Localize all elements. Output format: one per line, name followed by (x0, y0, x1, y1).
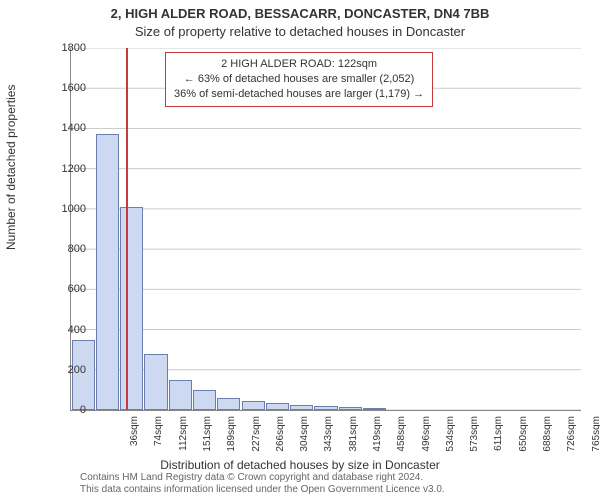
histogram-bar (339, 407, 362, 410)
x-tick: 343sqm (323, 416, 334, 466)
y-tick: 0 (46, 404, 86, 416)
x-tick: 381sqm (348, 416, 359, 466)
x-tick: 458sqm (396, 416, 407, 466)
y-tick: 200 (46, 364, 86, 376)
x-tick: 419sqm (372, 416, 383, 466)
y-tick: 800 (46, 243, 86, 255)
legend-line3: 36% of semi-detached houses are larger (… (174, 87, 424, 102)
footer-line1: Contains HM Land Registry data © Crown c… (80, 472, 590, 484)
legend-line2: ← 63% of detached houses are smaller (2,… (174, 72, 424, 87)
x-tick: 189sqm (226, 416, 237, 466)
legend-line1: 2 HIGH ALDER ROAD: 122sqm (174, 57, 424, 72)
chart-title-line1: 2, HIGH ALDER ROAD, BESSACARR, DONCASTER… (0, 6, 600, 21)
y-tick: 1600 (46, 82, 86, 94)
x-tick: 688sqm (542, 416, 553, 466)
histogram-bar (290, 405, 313, 410)
x-tick: 573sqm (469, 416, 480, 466)
y-axis-label: Number of detached properties (4, 85, 18, 250)
x-tick: 726sqm (566, 416, 577, 466)
y-tick: 400 (46, 324, 86, 336)
x-tick: 534sqm (445, 416, 456, 466)
histogram-bar (96, 134, 119, 410)
histogram-bar (363, 408, 386, 410)
x-tick: 36sqm (129, 416, 140, 466)
histogram-bar (193, 390, 216, 410)
x-tick: 74sqm (153, 416, 164, 466)
legend-box: 2 HIGH ALDER ROAD: 122sqm ← 63% of detac… (165, 52, 433, 107)
footer-attribution: Contains HM Land Registry data © Crown c… (80, 472, 590, 496)
histogram-bar (144, 354, 167, 410)
y-tick: 1400 (46, 122, 86, 134)
y-tick: 1800 (46, 42, 86, 54)
histogram-bar (242, 401, 265, 410)
footer-line2: This data contains information licensed … (80, 484, 590, 496)
y-tick: 1200 (46, 163, 86, 175)
histogram-bar (266, 403, 289, 410)
histogram-bar (217, 398, 240, 410)
x-tick: 151sqm (202, 416, 213, 466)
histogram-bar (169, 380, 192, 410)
x-tick: 266sqm (275, 416, 286, 466)
histogram-bar (314, 406, 337, 410)
x-tick: 650sqm (518, 416, 529, 466)
y-tick: 1000 (46, 203, 86, 215)
y-tick: 600 (46, 283, 86, 295)
x-tick: 112sqm (178, 416, 189, 466)
reference-line (126, 48, 128, 410)
x-tick: 496sqm (421, 416, 432, 466)
x-tick: 227sqm (251, 416, 262, 466)
x-tick: 765sqm (591, 416, 600, 466)
histogram-bar (120, 207, 143, 410)
chart-title-line2: Size of property relative to detached ho… (0, 24, 600, 39)
chart-plot-area: 2 HIGH ALDER ROAD: 122sqm ← 63% of detac… (70, 48, 581, 411)
x-tick: 611sqm (493, 416, 504, 466)
x-tick: 304sqm (299, 416, 310, 466)
